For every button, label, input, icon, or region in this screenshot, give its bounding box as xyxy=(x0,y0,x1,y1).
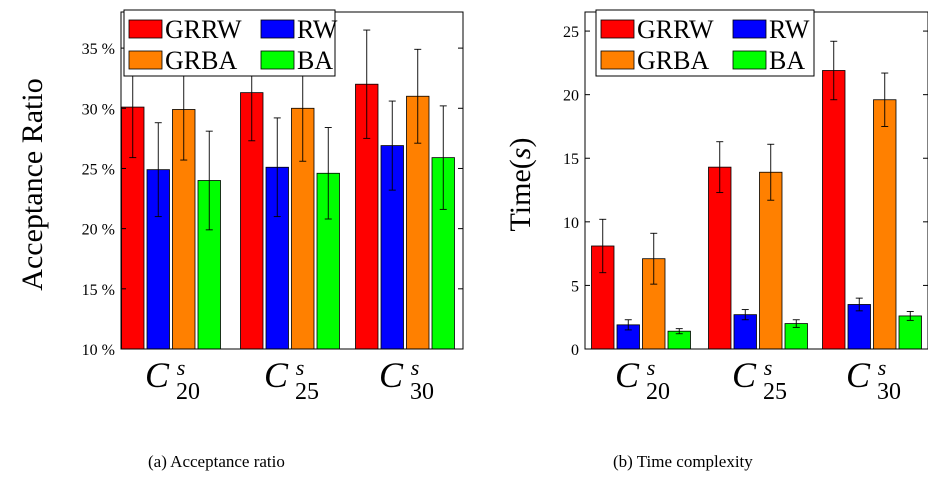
legend-swatch-grrw xyxy=(600,19,635,39)
legend-label-grrw: GRRW xyxy=(165,15,242,44)
x-tick-label-sup-20: s xyxy=(177,355,186,380)
legend-label-grrw: GRRW xyxy=(637,15,714,44)
x-tick-label-sup-25: s xyxy=(296,355,305,380)
caption-time-complexity: (b) Time complexity xyxy=(613,452,753,471)
legend-swatch-grba xyxy=(600,50,635,70)
acceptance-ratio-chart: 10 % 15 % 20 % 25 % 30 % 35 % Acceptance Ratio… xyxy=(16,9,464,405)
legend-label-grba: GRBA xyxy=(165,46,237,75)
x-tick-label-sup-25: s xyxy=(764,355,773,380)
bar-grrw-1 xyxy=(708,166,732,350)
y-tick-label: 10 % xyxy=(82,342,115,359)
x-tick-label-20: C xyxy=(615,355,640,395)
bar-grrw-2 xyxy=(822,70,846,350)
x-tick-label-sub-25: 25 xyxy=(763,379,787,405)
x-tick-label-25: C xyxy=(264,355,289,395)
y-tick-label: 15 % xyxy=(82,282,115,299)
y-tick-label: 20 % xyxy=(82,222,115,239)
legend-swatch-rw xyxy=(732,19,767,39)
x-tick-label-sup-30: s xyxy=(411,355,420,380)
y-tick-label: 15 xyxy=(563,151,579,168)
legend-label-ba: BA xyxy=(297,46,333,75)
legend-swatch-grba xyxy=(128,50,163,70)
y-tick-label: 25 xyxy=(563,24,579,41)
x-tick-label-sub-30: 30 xyxy=(877,379,901,405)
bar-ba-2 xyxy=(898,315,922,350)
legend-label-rw: RW xyxy=(769,15,810,44)
legend-swatch-ba xyxy=(732,50,767,70)
legend-swatch-grrw xyxy=(128,19,163,39)
x-tick-label-30: C xyxy=(379,355,404,395)
legend-label-grba: GRBA xyxy=(637,46,709,75)
x-tick-label-sub-20: 20 xyxy=(646,379,670,405)
legend-swatch-ba xyxy=(260,50,295,70)
y-tick-label: 0 xyxy=(571,342,579,359)
y-tick-label: 25 % xyxy=(82,161,115,178)
x-tick-label-sub-30: 30 xyxy=(410,379,434,405)
legend-label-ba: BA xyxy=(769,46,805,75)
legend-swatch-rw xyxy=(260,19,295,39)
y-tick-label: 20 xyxy=(563,88,579,105)
y-axis-label: Time(s) xyxy=(504,138,537,232)
x-tick-label-25: C xyxy=(732,355,757,395)
y-axis-label: Acceptance Ratio xyxy=(16,78,49,290)
x-tick-label-sup-30: s xyxy=(878,355,887,380)
x-tick-label-sub-20: 20 xyxy=(176,379,200,405)
x-tick-label-sub-25: 25 xyxy=(295,379,319,405)
y-tick-label: 5 xyxy=(571,278,579,295)
bar-grba-2 xyxy=(873,99,897,350)
x-tick-label-sup-20: s xyxy=(647,355,656,380)
y-tick-label: 35 % xyxy=(82,41,115,58)
x-tick-label-30: C xyxy=(846,355,871,395)
legend-label-rw: RW xyxy=(297,15,338,44)
y-tick-label: 10 xyxy=(563,215,579,232)
x-tick-label-20: C xyxy=(145,355,170,395)
y-tick-label: 30 % xyxy=(82,101,115,118)
caption-acceptance-ratio: (a) Acceptance ratio xyxy=(148,452,285,471)
